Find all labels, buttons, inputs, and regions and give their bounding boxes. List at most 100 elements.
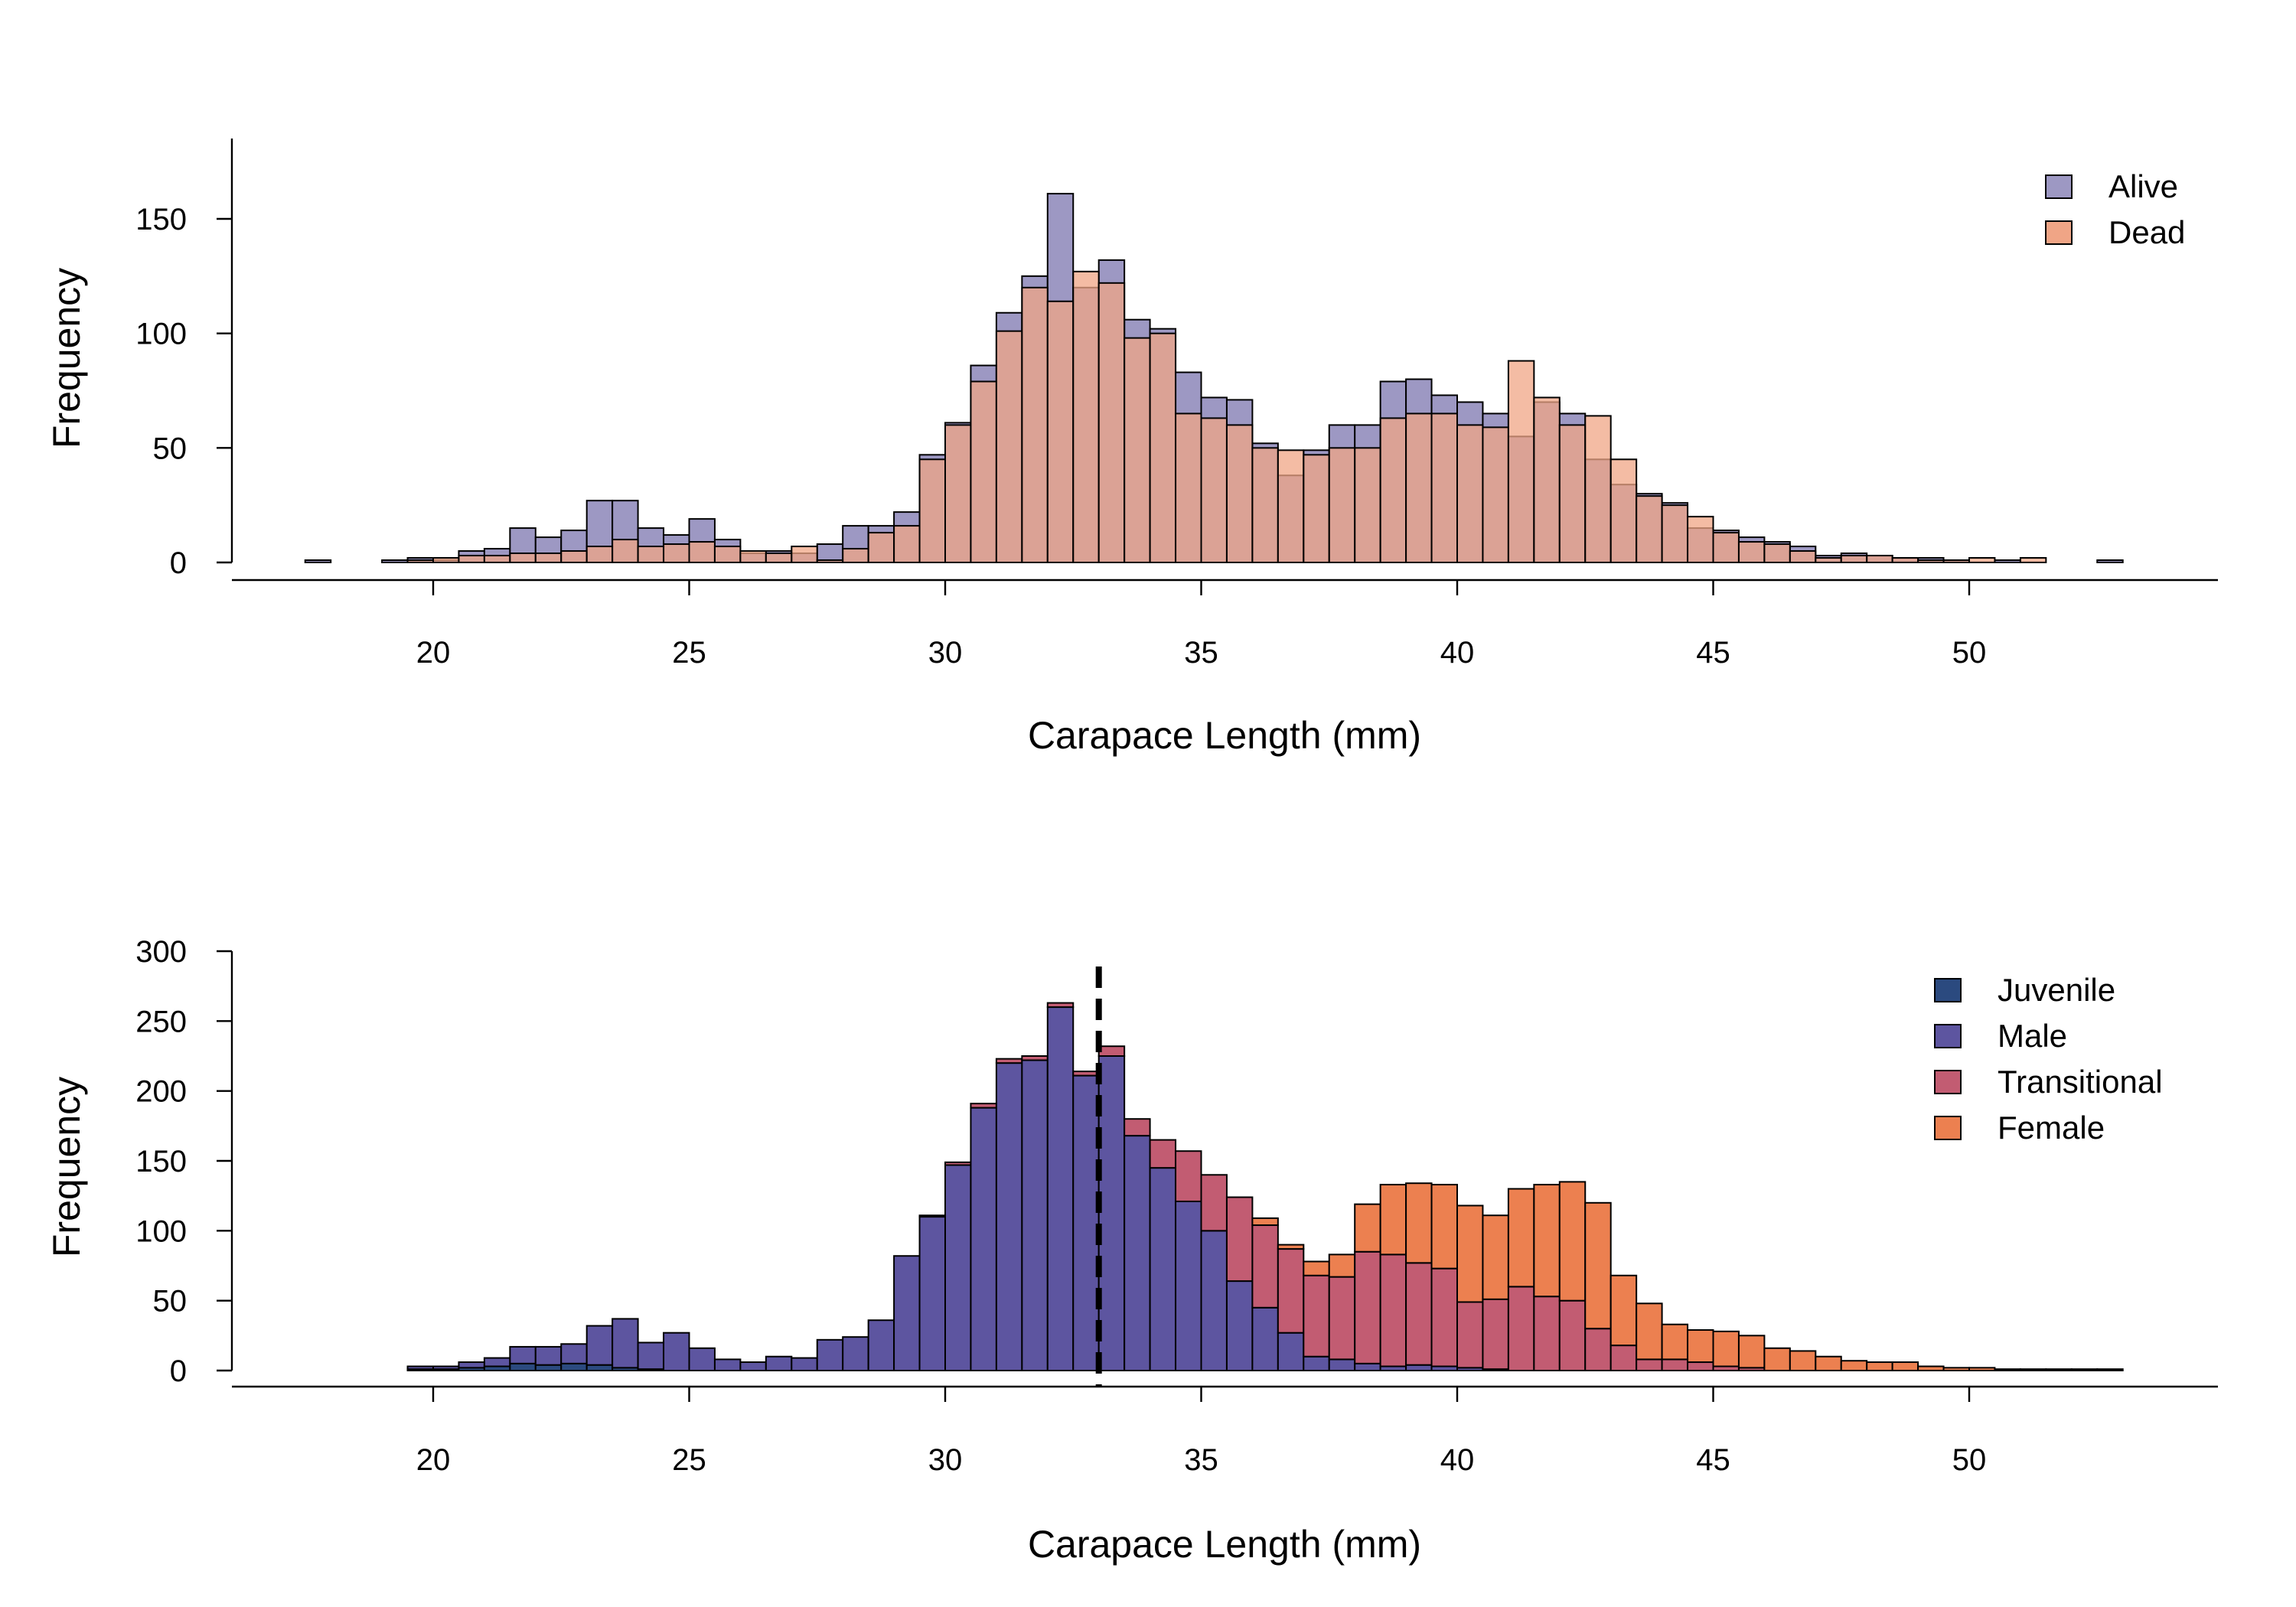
bar-male-6: [458, 1361, 485, 1369]
bar-alive-0: [304, 559, 332, 563]
bar-female-61: [1866, 1361, 1893, 1372]
bar-dead-14: [663, 543, 690, 564]
bot-y-tick-label-200: 200: [135, 1075, 187, 1109]
bar-male-9: [534, 1345, 563, 1366]
bar-female-51: [1609, 1274, 1638, 1347]
bar-alive-66: [1994, 559, 2021, 563]
bot-x-tick-label-50: 50: [1952, 1443, 1987, 1477]
top-x-tick-label-20: 20: [416, 636, 451, 670]
bar-dead-8: [509, 553, 536, 564]
top-x-tick-label-25: 25: [672, 636, 706, 670]
bar-dead-61: [1866, 555, 1893, 564]
bar-transitional-31: [1097, 1045, 1126, 1058]
bar-female-65: [1968, 1367, 1996, 1372]
legend-swatch-male: [1934, 1024, 1962, 1048]
top-x-tick-label-50: 50: [1952, 636, 1987, 670]
bar-male-20: [816, 1338, 844, 1372]
bar-male-23: [893, 1255, 921, 1372]
bar-dead-22: [867, 532, 895, 564]
bar-male-21: [842, 1336, 869, 1372]
bar-female-53: [1661, 1323, 1689, 1361]
bar-female-40: [1328, 1253, 1356, 1278]
legend-label-dead: Dead: [2108, 214, 2185, 250]
bar-female-70: [2096, 1368, 2124, 1372]
bar-transitional-28: [1021, 1055, 1049, 1061]
bar-transitional-47: [1507, 1286, 1535, 1372]
bar-dead-38: [1277, 449, 1305, 563]
bar-transitional-26: [970, 1103, 997, 1109]
bot-y-tick-label-100: 100: [135, 1214, 187, 1248]
bar-transitional-44: [1430, 1267, 1459, 1367]
bar-female-52: [1636, 1302, 1663, 1361]
bar-male-43: [1405, 1364, 1433, 1372]
bar-transitional-48: [1533, 1296, 1561, 1371]
bar-juvenile-9: [534, 1364, 563, 1372]
bar-female-63: [1917, 1365, 1945, 1372]
bar-dead-54: [1687, 516, 1714, 564]
legend-swatch-transitional: [1934, 1070, 1962, 1094]
bar-male-15: [688, 1347, 716, 1371]
bar-dead-67: [2019, 557, 2047, 563]
bar-male-7: [483, 1357, 511, 1367]
bar-male-18: [765, 1355, 793, 1371]
bot-x-tick-label-45: 45: [1696, 1443, 1730, 1477]
bot-y-tick-label-300: 300: [135, 935, 187, 969]
bar-dead-7: [483, 555, 511, 564]
bottom-bars: [406, 1002, 2124, 1372]
bar-dead-5: [432, 557, 460, 563]
bar-dead-32: [1124, 337, 1151, 563]
bar-dead-24: [918, 458, 947, 563]
bar-dead-18: [765, 553, 793, 564]
bar-dead-4: [406, 559, 434, 563]
bar-dead-52: [1636, 495, 1663, 564]
bar-dead-64: [1942, 559, 1971, 563]
legend-label-alive: Alive: [2108, 168, 2178, 204]
bar-transitional-51: [1609, 1345, 1638, 1371]
bar-female-57: [1763, 1347, 1791, 1371]
bottom-legend: Juvenile Male Transitional Female: [1934, 972, 2163, 1146]
bot-y-tick-label-0: 0: [170, 1354, 187, 1388]
bar-dead-13: [637, 546, 665, 564]
bar-dead-44: [1430, 412, 1459, 564]
bar-female-59: [1815, 1355, 1842, 1371]
top-x-tick-label-35: 35: [1184, 636, 1218, 670]
bar-transitional-38: [1277, 1248, 1305, 1334]
bar-female-49: [1558, 1181, 1587, 1302]
bar-transitional-54: [1687, 1361, 1714, 1372]
bar-dead-37: [1251, 447, 1279, 563]
top-y-tick-label-100: 100: [135, 318, 187, 351]
bar-female-62: [1891, 1361, 1919, 1372]
bar-dead-10: [560, 550, 588, 563]
bot-x-tick-label-30: 30: [928, 1443, 963, 1477]
top-bars: [304, 193, 2124, 564]
bar-transitional-27: [995, 1058, 1023, 1064]
bot-y-tick-label-50: 50: [153, 1285, 188, 1319]
bar-transitional-52: [1636, 1358, 1663, 1372]
bar-dead-53: [1661, 504, 1689, 564]
bar-male-33: [1149, 1167, 1177, 1371]
bar-male-8: [509, 1345, 536, 1364]
legend-swatch-alive: [2045, 174, 2073, 199]
bar-female-37: [1251, 1217, 1279, 1227]
top-x-tick-label-30: 30: [928, 636, 963, 670]
bar-transitional-39: [1303, 1274, 1330, 1358]
bar-female-48: [1533, 1184, 1561, 1298]
bar-male-27: [995, 1062, 1023, 1371]
top-y-tick-label-150: 150: [135, 203, 187, 236]
bar-female-39: [1303, 1260, 1330, 1276]
legend-label-transitional: Transitional: [1998, 1064, 2163, 1100]
bar-transitional-33: [1149, 1139, 1177, 1169]
bar-female-45: [1456, 1204, 1484, 1303]
bottom-histogram-panel: 20 25 30 35 40 45 50 0 50 100 150 200 250 300 Carapa…: [45, 935, 2218, 1566]
bar-transitional-45: [1456, 1301, 1484, 1369]
bot-x-tick-label-25: 25: [672, 1443, 706, 1477]
bar-male-17: [739, 1361, 767, 1372]
bar-dead-60: [1840, 555, 1868, 564]
legend-swatch-dead: [2045, 220, 2073, 245]
top-y-ticks: 0 50 100 150: [135, 203, 232, 580]
bar-dead-51: [1609, 458, 1638, 563]
top-legend: Alive Dead: [2045, 168, 2185, 250]
bar-female-41: [1354, 1203, 1381, 1253]
bar-male-10: [560, 1343, 588, 1364]
bar-dead-19: [791, 546, 818, 564]
